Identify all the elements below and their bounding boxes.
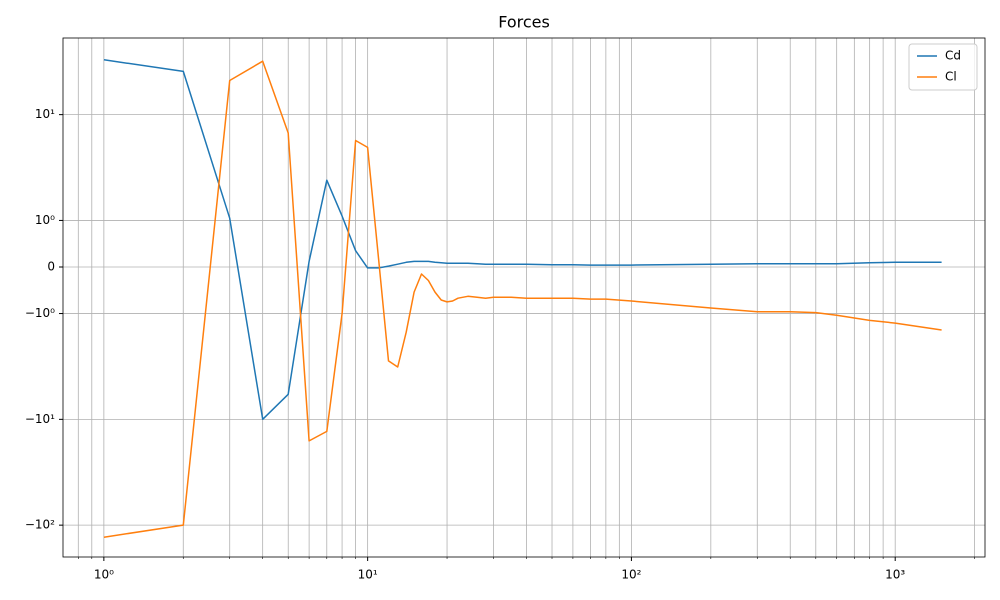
y-tick-label: −10² — [25, 518, 55, 532]
legend-box — [908, 43, 978, 91]
y-tick-label: 0 — [47, 259, 55, 273]
legend-label: Cl — [945, 70, 957, 84]
series-line — [103, 59, 942, 421]
legend-label: Cd — [945, 49, 961, 63]
x-tick-label: 10⁰ — [94, 568, 114, 582]
chart-title: Forces — [498, 13, 550, 32]
plot-frame — [62, 37, 986, 558]
x-tick-label: 10³ — [885, 568, 905, 582]
y-tick-label: −10⁰ — [25, 306, 55, 320]
y-tick-label: 10⁰ — [35, 213, 55, 227]
x-tick-label: 10² — [621, 568, 641, 582]
series-line — [103, 60, 942, 538]
x-tick-label: 10¹ — [358, 568, 378, 582]
legend: Cd Cl — [908, 43, 978, 91]
y-tick-label: −10¹ — [25, 412, 55, 426]
y-tick-label: 10¹ — [35, 107, 55, 121]
